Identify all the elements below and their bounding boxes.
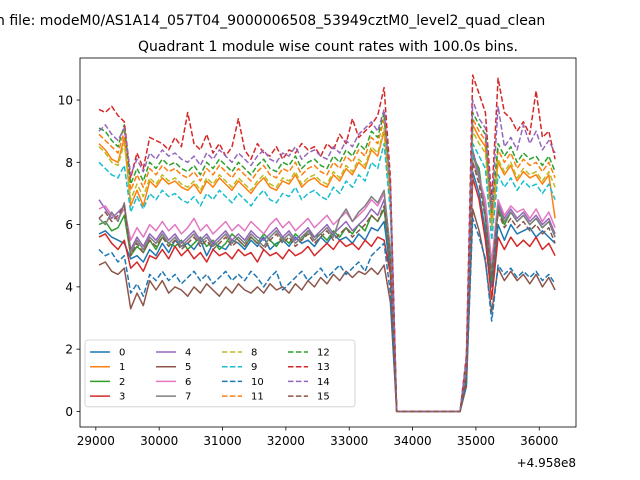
legend-label-3: 3 bbox=[119, 392, 125, 403]
legend-label-4: 4 bbox=[185, 348, 191, 359]
y-axis: 0 2 4 6 8 10 bbox=[58, 94, 80, 419]
x-tick-label: 36000 bbox=[520, 434, 558, 448]
legend-label-6: 6 bbox=[185, 377, 191, 388]
plot-frame bbox=[79, 57, 577, 428]
x-tick-label: 32000 bbox=[267, 434, 305, 448]
x-tick-label: 35000 bbox=[457, 434, 495, 448]
legend-label-5: 5 bbox=[185, 362, 191, 373]
legend-label-2: 2 bbox=[119, 377, 125, 388]
legend-label-14: 14 bbox=[317, 377, 330, 388]
series-layer bbox=[98, 74, 556, 413]
legend-label-9: 9 bbox=[251, 362, 257, 373]
figure-suptitle: n file: modeM0/AS1A14_057T04_9000006508_… bbox=[0, 13, 545, 29]
y-tick-label: 10 bbox=[58, 94, 73, 108]
legend-label-8: 8 bbox=[251, 348, 257, 359]
legend-box bbox=[84, 339, 356, 408]
legend-label-1: 1 bbox=[119, 362, 125, 373]
y-tick-label: 8 bbox=[65, 156, 73, 170]
x-tick-label: 29000 bbox=[77, 434, 115, 448]
x-tick-label: 34000 bbox=[393, 434, 431, 448]
y-tick-label: 6 bbox=[65, 218, 73, 232]
series-line-5 bbox=[98, 208, 556, 413]
series-line-3 bbox=[98, 177, 556, 413]
legend-label-15: 15 bbox=[317, 392, 330, 403]
series-line-11 bbox=[98, 117, 556, 413]
series-line-10 bbox=[98, 217, 556, 413]
legend-label-10: 10 bbox=[251, 377, 264, 388]
legend-label-0: 0 bbox=[119, 348, 125, 359]
x-axis: 29000 30000 31000 32000 33000 34000 35000 36000 bbox=[77, 427, 558, 448]
series-line-12 bbox=[98, 111, 556, 413]
x-tick-label: 31000 bbox=[203, 434, 241, 448]
legend-label-7: 7 bbox=[185, 392, 191, 403]
series-line-15 bbox=[98, 161, 556, 413]
series-line-4 bbox=[98, 149, 556, 413]
chart-title: Quadrant 1 module wise count rates with … bbox=[138, 39, 518, 55]
series-line-7 bbox=[98, 152, 556, 413]
series-line-9 bbox=[98, 142, 556, 413]
legend-label-13: 13 bbox=[317, 362, 330, 373]
x-tick-label: 33000 bbox=[330, 434, 368, 448]
x-offset-label: +4.958e8 bbox=[517, 456, 576, 470]
series-line-1 bbox=[98, 124, 556, 413]
y-tick-label: 2 bbox=[65, 343, 73, 357]
y-tick-label: 4 bbox=[65, 280, 73, 294]
y-tick-label: 0 bbox=[65, 405, 73, 419]
series-line-8 bbox=[98, 127, 556, 413]
x-tick-label: 30000 bbox=[140, 434, 178, 448]
legend-label-11: 11 bbox=[251, 392, 264, 403]
series-line-14 bbox=[98, 99, 556, 413]
legend-label-12: 12 bbox=[317, 348, 330, 359]
